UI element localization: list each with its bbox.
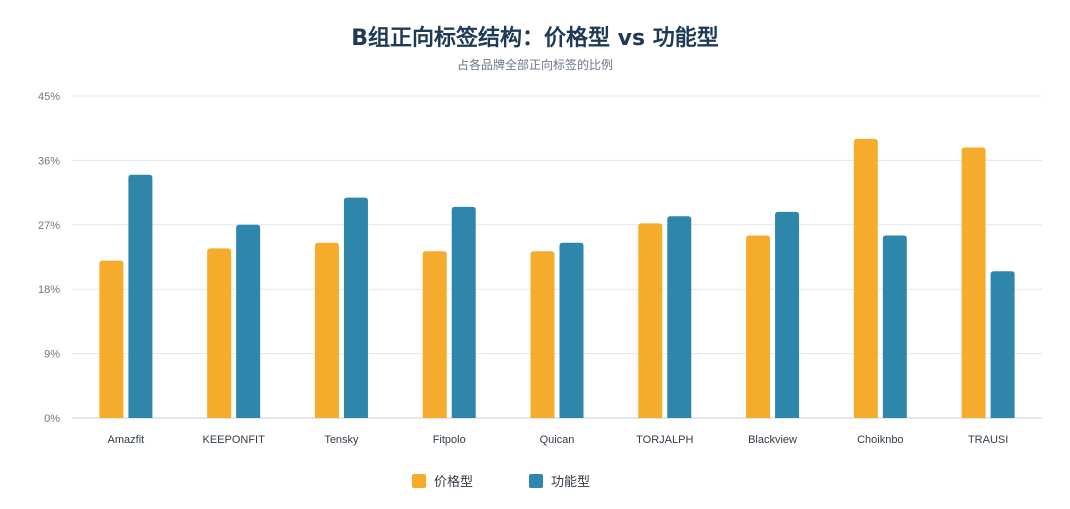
bar-price-tensky [314,242,339,418]
bar-function-keeponfit [236,224,261,418]
x-tick-label: Amazfit [108,434,145,446]
bar-function-torjalph [667,216,692,418]
x-tick-label: Tensky [324,434,359,446]
legend-swatch-price [412,474,426,488]
legend-label-function: 功能型 [551,475,590,490]
x-tick-label: Blackview [748,434,797,446]
x-tick-label: Fitpolo [433,434,466,446]
y-tick-label: 18% [38,284,60,296]
y-tick-label: 9% [44,349,60,361]
bar-function-fitpolo [451,206,476,418]
bar-price-keeponfit [207,248,232,418]
y-tick-label: 0% [44,413,60,425]
legend-swatch-function [529,474,543,488]
bar-function-amazfit [128,174,153,418]
bar-function-tensky [343,197,368,418]
x-tick-label: KEEPONFIT [202,434,265,446]
x-tick-label: TORJALPH [636,434,693,446]
legend-label-price: 价格型 [434,474,473,490]
bar-price-blackview [746,235,771,418]
bar-function-choiknbo [882,235,907,418]
x-tick-label: TRAUSI [968,434,1008,446]
bar-price-amazfit [99,260,124,418]
bar-price-choiknbo [853,138,878,418]
bar-function-quican [559,242,584,418]
chart-subtitle: 占各品牌全部正向标签的比例 [456,58,613,72]
bar-price-trausi [961,147,986,418]
x-tick-label: Choiknbo [857,434,903,446]
x-tick-label: Quican [540,434,575,446]
bar-function-trausi [990,271,1015,418]
bar-function-blackview [775,211,800,418]
bar-price-fitpolo [422,251,447,418]
y-tick-label: 27% [38,220,60,232]
y-tick-label: 36% [38,155,60,167]
bar-price-quican [530,251,555,418]
bar-price-torjalph [638,223,663,418]
y-tick-label: 45% [38,91,60,103]
chart-title: B组正向标签结构：价格型 vs 功能型 [351,26,719,51]
